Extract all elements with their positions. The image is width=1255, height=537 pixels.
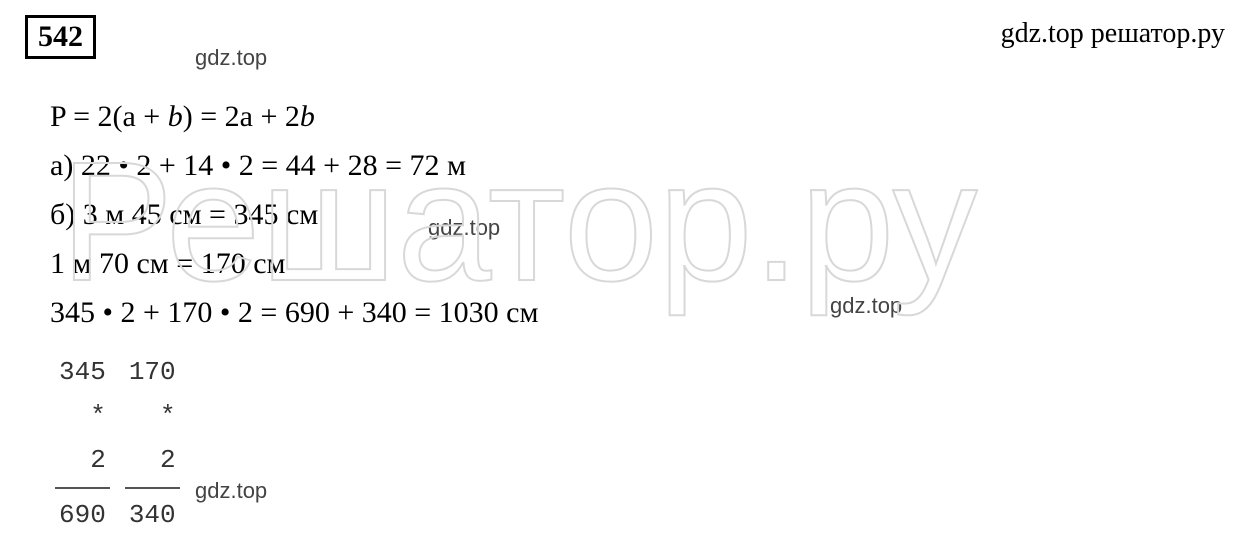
- formula-prefix: P = 2(a +: [50, 100, 168, 133]
- part-b-line-2: 1 м 70 см = 170 см: [50, 241, 1230, 286]
- part-b-expr-3: 345 • 2 + 170 • 2 = 690 + 340 = 1030 см: [50, 296, 538, 329]
- mult-column-2: 170 * 2 340: [125, 350, 180, 537]
- formula-mid: ) = 2a + 2: [183, 100, 300, 133]
- part-a-expr: 22 • 2 + 14 • 2 = 44 + 28 = 72 м: [81, 149, 466, 182]
- formula-var-b2: b: [300, 100, 315, 133]
- formula-line: P = 2(a + b) = 2a + 2b: [50, 94, 1230, 139]
- watermark-small-2: gdz.top: [428, 215, 500, 241]
- mult1-result: 690: [55, 493, 110, 537]
- solution-content: P = 2(a + b) = 2a + 2b а) 22 • 2 + 14 • …: [50, 94, 1230, 537]
- part-b-expr-2: 1 м 70 см = 170 см: [50, 247, 286, 280]
- mult2-top: 170: [125, 350, 180, 394]
- formula-var-b1: b: [168, 100, 183, 133]
- part-b-line-1: б) 3 м 45 см = 345 см: [50, 192, 1230, 237]
- mult2-factor: 2: [125, 438, 180, 482]
- credit-site-1: gdz.top: [1001, 18, 1084, 49]
- watermark-small-1: gdz.top: [195, 45, 267, 71]
- mult1-op: *: [55, 394, 110, 438]
- part-a-label: а): [50, 149, 81, 182]
- part-b-label: б): [50, 198, 83, 231]
- watermark-small-4: gdz.top: [195, 478, 267, 504]
- multiplication-work: 345 * 2 690 170 * 2 340: [55, 350, 1230, 537]
- problem-number: 542: [25, 15, 96, 59]
- mult1-factor: 2: [55, 438, 110, 482]
- mult1-top: 345: [55, 350, 110, 394]
- mult-column-1: 345 * 2 690: [55, 350, 110, 537]
- mult2-result: 340: [125, 493, 180, 537]
- part-b-line-3: 345 • 2 + 170 • 2 = 690 + 340 = 1030 см: [50, 290, 1230, 335]
- mult2-divider: [125, 487, 180, 489]
- watermark-small-3: gdz.top: [830, 293, 902, 319]
- top-right-credits: gdz.top решатор.ру: [1001, 18, 1225, 50]
- mult2-op: *: [125, 394, 180, 438]
- part-b-expr-1: 3 м 45 см = 345 см: [83, 198, 319, 231]
- part-a-line: а) 22 • 2 + 14 • 2 = 44 + 28 = 72 м: [50, 143, 1230, 188]
- credit-site-2: решатор.ру: [1091, 18, 1225, 49]
- mult1-divider: [55, 487, 110, 489]
